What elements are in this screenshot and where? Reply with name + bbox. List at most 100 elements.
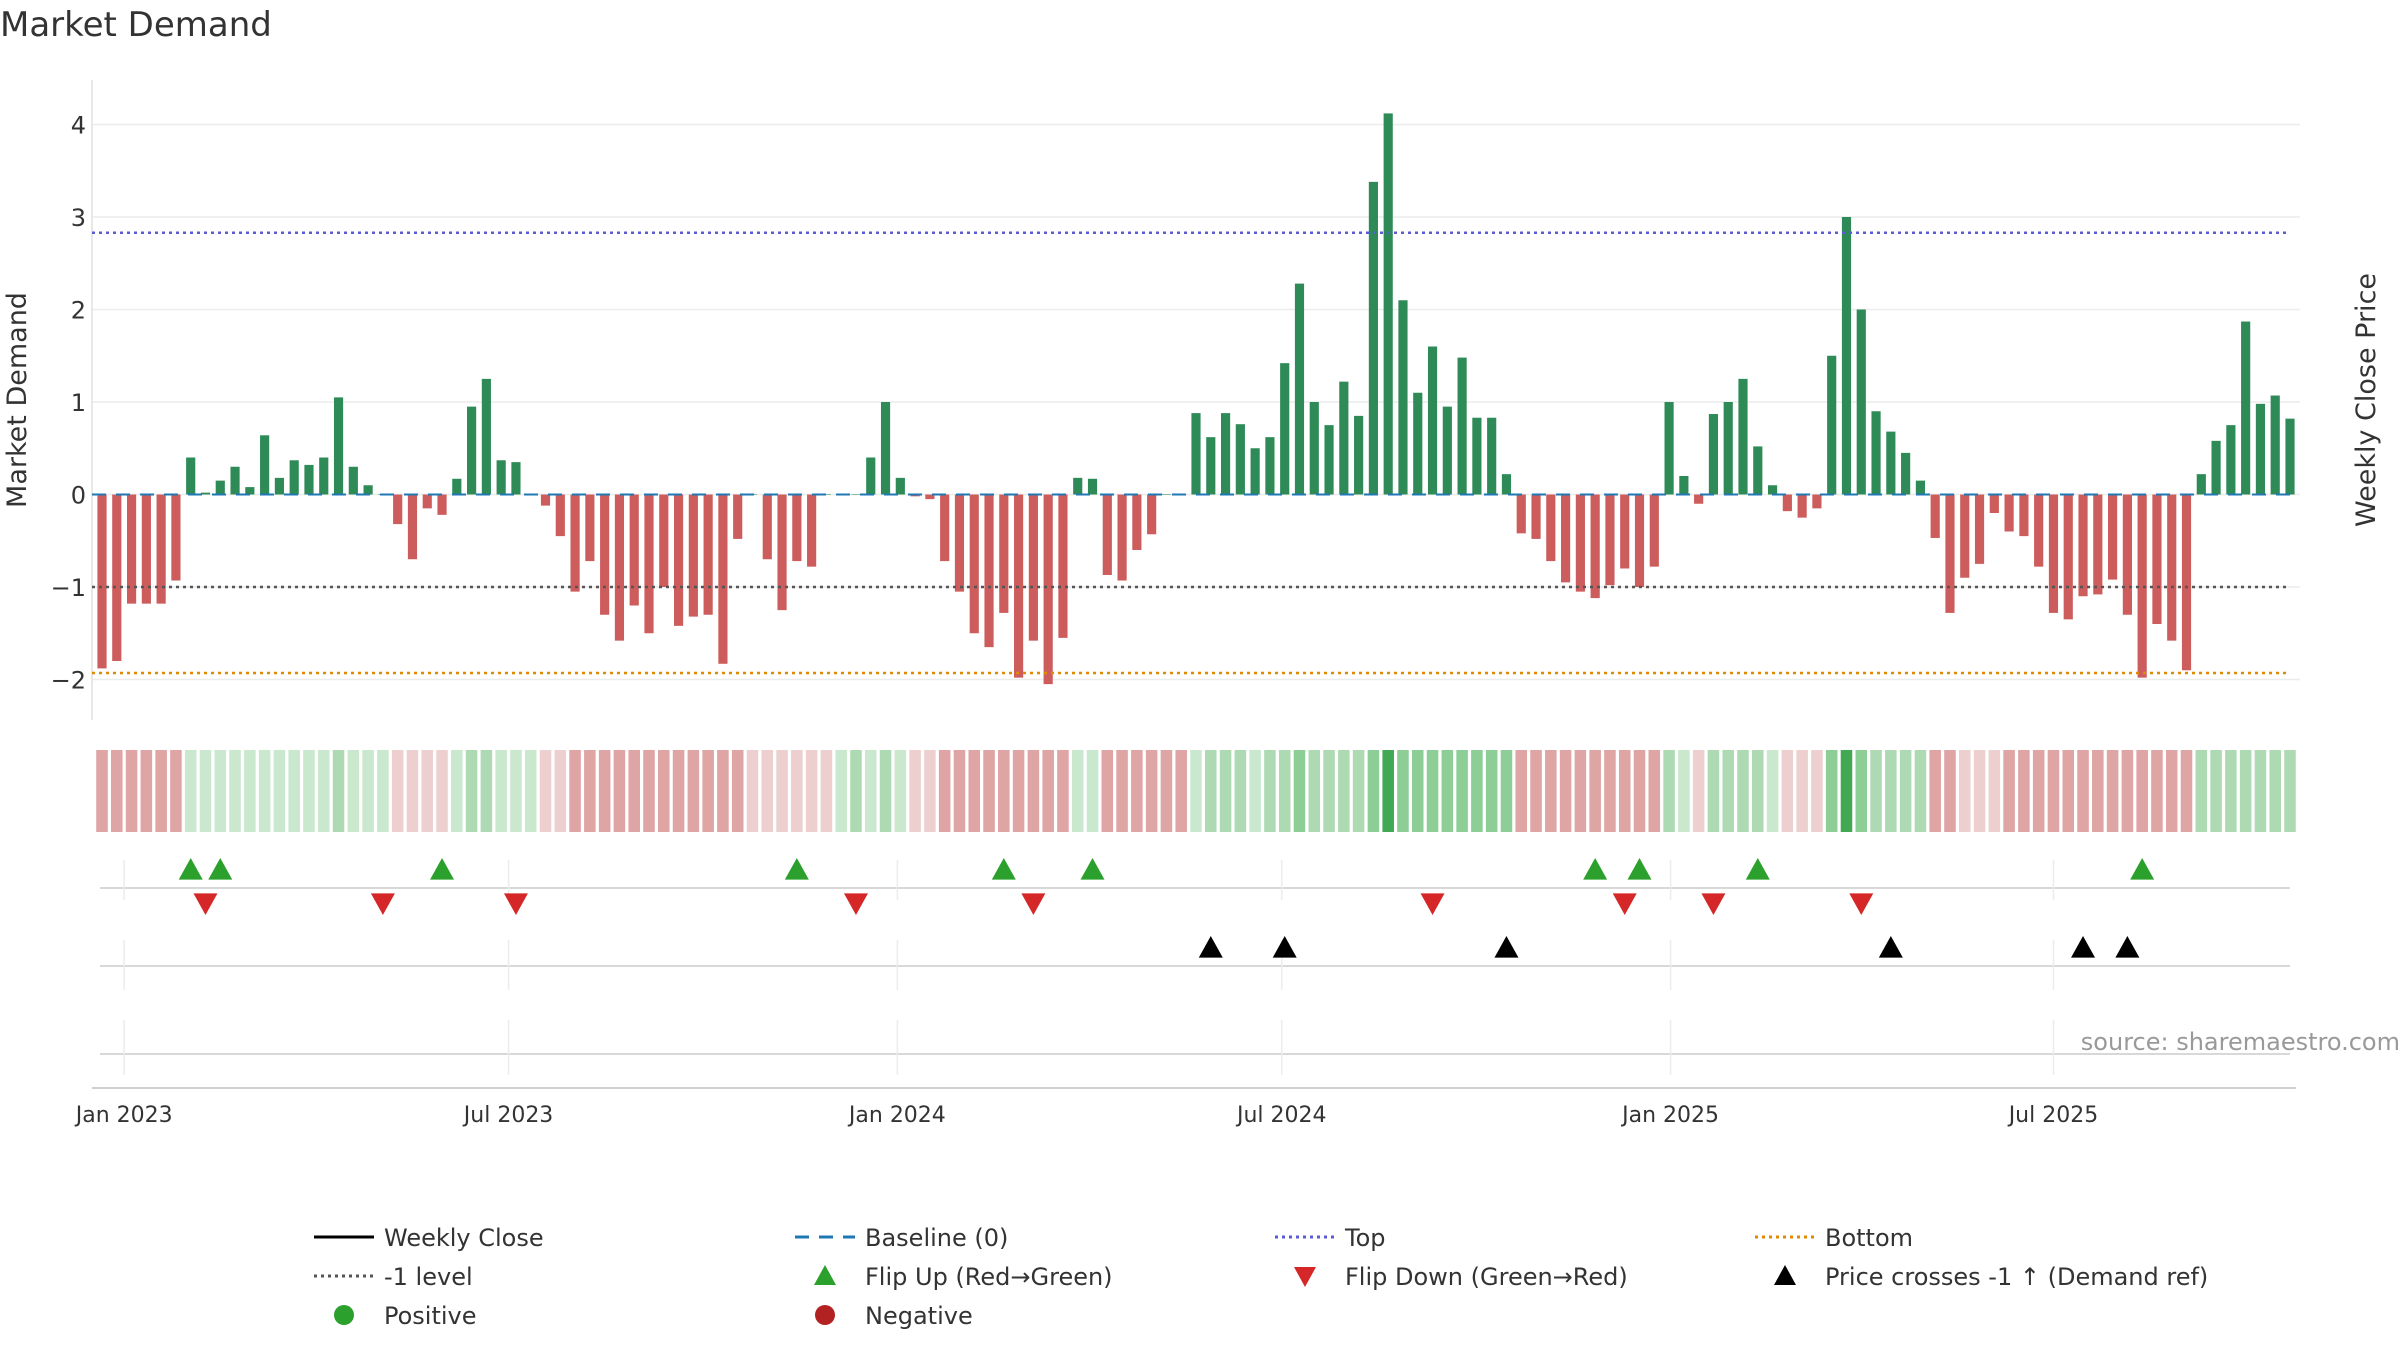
price-cross-marker <box>1878 936 1903 958</box>
demand-bar <box>1634 494 1645 587</box>
shading-cell <box>1012 750 1025 832</box>
shading-cell <box>2047 750 2060 832</box>
demand-bar <box>1827 355 1837 495</box>
shading-cell <box>1426 750 1439 832</box>
shading-cell <box>347 750 360 832</box>
shading-cell <box>968 750 981 832</box>
legend-item: Flip Up (Red→Green) <box>814 1263 1113 1291</box>
shading-cell <box>480 750 493 832</box>
shading-cell <box>2195 750 2208 832</box>
demand-bar <box>1339 381 1349 495</box>
shading-cell <box>894 750 907 832</box>
price-cross-marker <box>2071 936 2096 958</box>
legend-label: Negative <box>865 1302 973 1330</box>
flip-up-marker <box>1583 858 1608 880</box>
demand-bar <box>1546 494 1556 562</box>
demand-bar <box>954 494 965 592</box>
demand-bar <box>1708 414 1719 495</box>
y-tick-label: 2 <box>71 297 86 325</box>
shading-cell <box>1545 750 1557 832</box>
shading-cell <box>702 750 714 832</box>
demand-bar <box>925 494 935 500</box>
shading-cell <box>1559 750 1572 832</box>
demand-bar <box>274 477 284 495</box>
shading-cell <box>421 750 434 832</box>
demand-bar <box>1235 424 1245 495</box>
shading-cell <box>1604 750 1616 832</box>
y-axis-label: Market Demand <box>2 292 33 508</box>
shading-cell <box>155 750 167 832</box>
demand-bar <box>437 494 447 515</box>
demand-bar <box>2181 494 2192 671</box>
y-tick-label: −2 <box>51 667 86 695</box>
demand-bar <box>1516 494 1526 534</box>
shading-cell <box>377 750 389 832</box>
flip-down-marker <box>1849 893 1874 915</box>
x-tick-label: Jan 2025 <box>1620 1103 1719 1128</box>
demand-bar <box>2211 440 2221 495</box>
shading-cell <box>924 750 936 832</box>
shading-cell <box>451 750 463 832</box>
shading-cell <box>214 750 227 832</box>
shading-cell <box>1722 750 1734 832</box>
legend-label: Weekly Close <box>384 1224 544 1252</box>
price-cross-marker <box>1198 936 1223 958</box>
legend-item: -1 level <box>314 1263 473 1291</box>
demand-bar <box>2034 494 2044 567</box>
price-cross-marker <box>1272 936 1297 958</box>
shading-cell <box>391 750 404 832</box>
shading-cell <box>1234 750 1247 832</box>
shading-cell <box>1352 750 1365 832</box>
demand-bar <box>1886 431 1896 495</box>
shading-cell <box>820 750 833 832</box>
shading-cell <box>983 750 995 832</box>
y-tick-label: 3 <box>71 204 86 232</box>
demand-bar <box>1117 494 1127 581</box>
shading-cell <box>1116 750 1128 832</box>
shading-cell <box>2254 750 2267 832</box>
legend-label: Bottom <box>1825 1224 1913 1252</box>
demand-bar <box>1073 477 1083 495</box>
demand-bar <box>540 494 551 506</box>
demand-bar <box>511 462 521 495</box>
demand-bar <box>1147 494 1157 535</box>
shading-cell <box>1530 750 1542 832</box>
demand-bar <box>1605 494 1615 586</box>
demand-bar <box>659 494 669 587</box>
shading-cell <box>2077 750 2089 832</box>
shading-cell <box>332 750 345 832</box>
demand-bar <box>1413 392 1423 495</box>
demand-bar <box>2093 494 2103 595</box>
y-tick-label: 1 <box>71 389 86 417</box>
shading-cell <box>1071 750 1084 832</box>
shading-cell <box>835 750 847 832</box>
demand-bar <box>171 494 181 581</box>
legend-item: Baseline (0) <box>795 1224 1008 1252</box>
demand-bar <box>393 494 403 525</box>
shading-cell <box>1589 750 1601 832</box>
legend-label: Price crosses -1 ↑ (Demand ref) <box>1825 1263 2208 1291</box>
shading-cell <box>524 750 537 832</box>
flip-up-marker <box>208 858 233 880</box>
demand-bar <box>1206 437 1216 495</box>
demand-bar <box>555 494 565 537</box>
demand-bar <box>1398 300 1408 495</box>
demand-bar <box>984 494 994 648</box>
shading-cell <box>2136 750 2148 832</box>
demand-bar <box>126 494 137 604</box>
shading-cell <box>244 750 256 832</box>
shading-cell <box>791 750 803 832</box>
demand-bar <box>2137 494 2147 678</box>
shading-cell <box>1929 750 1941 832</box>
shading-cell <box>864 750 877 832</box>
legend-swatch-circle <box>815 1305 835 1325</box>
y-tick-label: −1 <box>51 574 86 602</box>
shading-cell <box>1293 750 1306 832</box>
demand-bar <box>1841 217 1852 495</box>
demand-bar <box>2019 494 2029 537</box>
demand-bar <box>2196 474 2206 495</box>
shading-cell <box>2092 750 2104 832</box>
shading-cell <box>1101 750 1114 832</box>
demand-bar <box>777 494 787 611</box>
